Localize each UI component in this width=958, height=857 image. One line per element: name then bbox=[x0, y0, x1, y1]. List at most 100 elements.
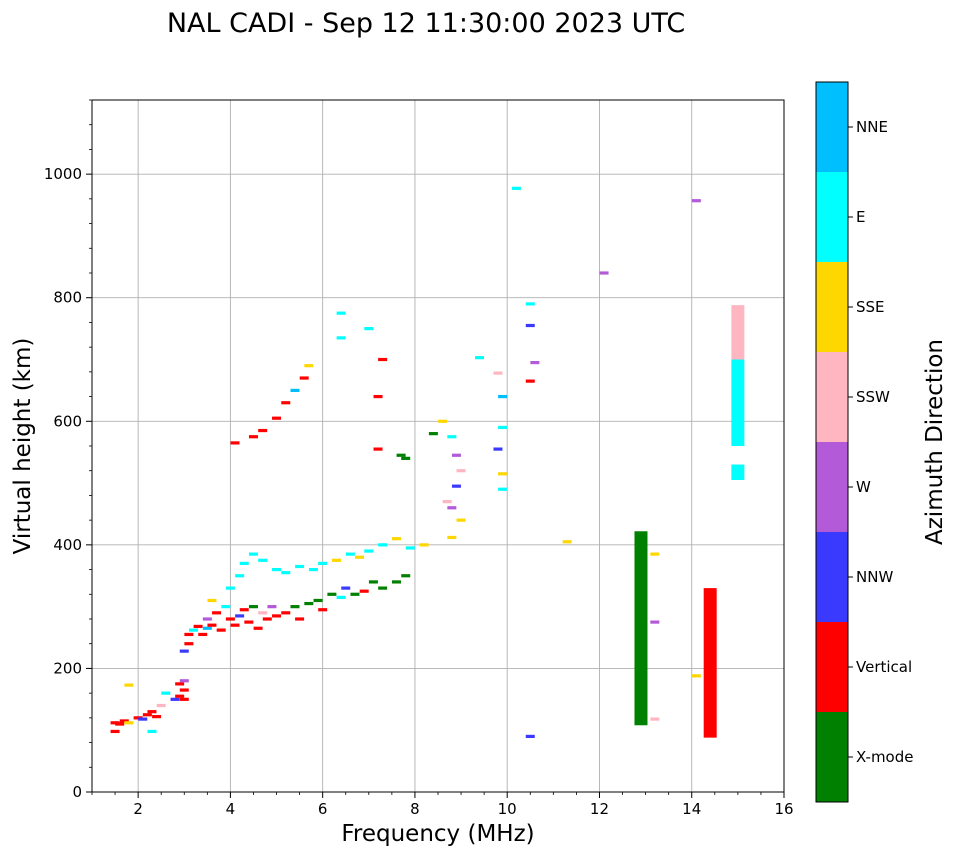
data-point bbox=[152, 715, 162, 719]
colorbar-label-e: E bbox=[856, 208, 865, 226]
data-point bbox=[239, 608, 249, 612]
data-point bbox=[318, 608, 328, 612]
data-point bbox=[299, 376, 309, 380]
colorbar-segment bbox=[816, 262, 848, 352]
data-point bbox=[493, 371, 503, 375]
data-point bbox=[599, 271, 609, 275]
data-point bbox=[419, 543, 429, 547]
data-point bbox=[313, 598, 323, 603]
data-point bbox=[248, 605, 258, 609]
data-point bbox=[119, 719, 129, 723]
x-tick-label: 14 bbox=[682, 800, 701, 818]
data-point bbox=[267, 605, 277, 609]
data-point bbox=[235, 574, 245, 578]
data-point bbox=[447, 506, 457, 510]
colorbar-label-vertical: Vertical bbox=[856, 658, 912, 676]
data-point bbox=[244, 620, 254, 624]
y-tick-label: 0 bbox=[72, 783, 82, 801]
data-point bbox=[225, 617, 235, 621]
data-point bbox=[230, 441, 240, 445]
data-point bbox=[179, 649, 189, 653]
data-point bbox=[530, 360, 540, 365]
data-point bbox=[179, 688, 189, 692]
data-point bbox=[124, 683, 134, 687]
data-point bbox=[327, 592, 337, 596]
colorbar-segment bbox=[816, 532, 848, 622]
data-point bbox=[378, 357, 388, 362]
data-point bbox=[253, 626, 263, 630]
data-point bbox=[451, 484, 461, 488]
grid-lines bbox=[92, 100, 785, 793]
data-point bbox=[442, 500, 452, 504]
data-point bbox=[193, 624, 203, 629]
data-point bbox=[212, 611, 222, 615]
data-point bbox=[110, 729, 120, 734]
data-point bbox=[373, 394, 383, 399]
data-point bbox=[336, 311, 346, 315]
data-point bbox=[447, 535, 457, 540]
data-point bbox=[281, 401, 291, 405]
colorbar: X-mode Vertical NNW W SSW SSE E NNE bbox=[815, 81, 913, 803]
data-point bbox=[221, 605, 231, 609]
colorbar-segment bbox=[816, 82, 848, 172]
data-marks bbox=[110, 186, 745, 738]
data-point bbox=[650, 717, 660, 721]
data-point bbox=[355, 555, 365, 559]
data-point bbox=[216, 628, 226, 632]
data-point bbox=[691, 199, 701, 203]
y-tick-label: 1000 bbox=[44, 165, 82, 183]
x-tick-label: 2 bbox=[133, 800, 143, 818]
data-point bbox=[391, 580, 401, 584]
data-point bbox=[170, 697, 180, 701]
data-point bbox=[691, 674, 701, 678]
data-point bbox=[525, 323, 535, 328]
data-point bbox=[364, 327, 374, 331]
y-axis-label: Virtual height (km) bbox=[10, 338, 36, 555]
colorbar-segment bbox=[816, 712, 848, 802]
data-point bbox=[332, 558, 342, 562]
data-point bbox=[202, 617, 212, 621]
data-point bbox=[336, 595, 346, 599]
data-point bbox=[498, 425, 508, 430]
x-tick-label: 4 bbox=[226, 800, 236, 818]
colorbar-segment bbox=[816, 622, 848, 712]
data-point bbox=[364, 549, 374, 553]
data-point bbox=[295, 564, 305, 569]
colorbar-label-ssw: SSW bbox=[856, 388, 890, 406]
x-tick-label: 8 bbox=[410, 800, 420, 818]
chart-title: NAL CADI - Sep 12 11:30:00 2023 UTC bbox=[167, 8, 685, 39]
data-point bbox=[115, 722, 125, 726]
data-point bbox=[142, 713, 152, 717]
data-point bbox=[447, 435, 457, 439]
data-point bbox=[124, 721, 134, 725]
data-point bbox=[133, 716, 143, 720]
data-point bbox=[207, 598, 217, 603]
colorbar-label-x-mode: X-mode bbox=[856, 748, 913, 766]
data-point bbox=[179, 697, 189, 701]
data-point bbox=[161, 691, 171, 695]
data-point bbox=[350, 592, 360, 596]
data-point bbox=[184, 632, 194, 637]
data-point bbox=[368, 580, 378, 584]
data-point bbox=[230, 623, 240, 627]
data-point bbox=[498, 394, 508, 399]
colorbar-frame bbox=[815, 81, 849, 803]
data-point bbox=[475, 356, 485, 360]
data-point bbox=[295, 617, 305, 621]
colorbar-label-w: W bbox=[856, 478, 871, 496]
data-band bbox=[634, 531, 648, 726]
data-point bbox=[239, 561, 249, 565]
data-point bbox=[396, 453, 406, 457]
data-point bbox=[493, 447, 503, 451]
y-tick-label: 600 bbox=[53, 412, 82, 430]
data-point bbox=[341, 586, 351, 590]
data-point bbox=[207, 623, 217, 627]
data-point bbox=[401, 574, 411, 578]
data-band bbox=[731, 359, 745, 446]
data-point bbox=[438, 419, 448, 423]
data-point bbox=[456, 518, 466, 522]
data-point bbox=[391, 537, 401, 541]
data-point bbox=[281, 571, 291, 575]
data-point bbox=[198, 632, 208, 637]
data-point bbox=[345, 552, 355, 556]
